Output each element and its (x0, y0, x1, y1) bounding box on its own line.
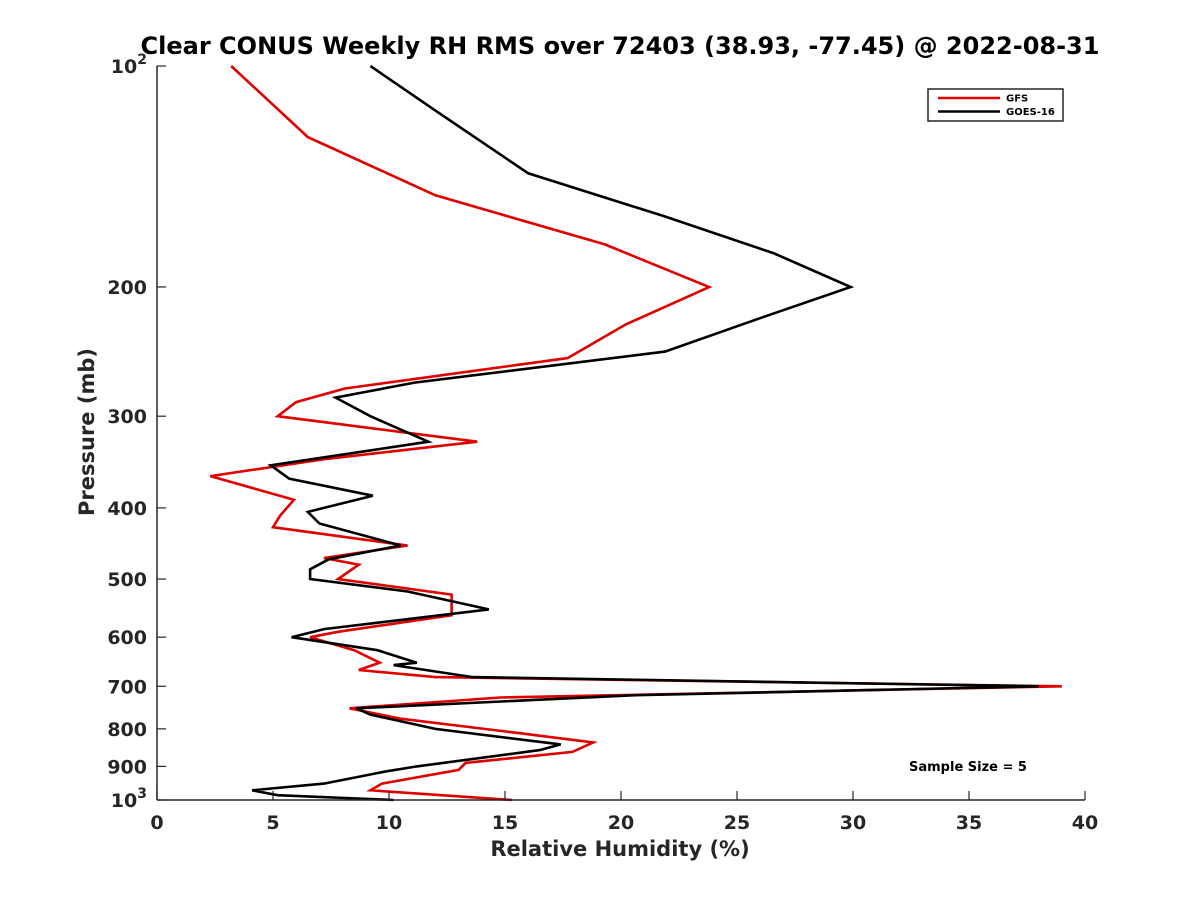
y-tick-label: 200 (107, 277, 147, 299)
series-line-gfs (210, 65, 1062, 802)
x-tick-label: 20 (608, 812, 634, 834)
x-tick-label: 0 (150, 812, 163, 834)
legend-label: GFS (1006, 94, 1028, 105)
y-tick-label: 900 (107, 756, 147, 778)
y-tick-label: 102 (111, 52, 147, 78)
x-axis-label: Relative Humidity (%) (490, 837, 749, 861)
chart-title: Clear CONUS Weekly RH RMS over 72403 (38… (141, 32, 1100, 60)
y-tick-label: 103 (111, 786, 147, 812)
series-line-goes-16 (251, 64, 1039, 802)
sample-size-annotation: Sample Size = 5 (909, 760, 1027, 775)
x-tick-label: 25 (724, 812, 750, 834)
x-tick-label: 5 (266, 812, 279, 834)
y-tick-label: 500 (107, 569, 147, 591)
y-tick-label: 300 (107, 406, 147, 428)
y-tick-label: 800 (107, 719, 147, 741)
x-tick-label: 15 (492, 812, 518, 834)
legend: GFS GOES-16 (927, 88, 1064, 122)
axes-layer: 0 5 10 15 20 25 30 35 40 102 200 300 400 500 600 700 800… (107, 52, 1098, 834)
y-tick-label: 400 (107, 498, 147, 520)
y-tick-label: 700 (107, 676, 147, 698)
legend-box (927, 88, 1064, 122)
legend-label: GOES-16 (1006, 107, 1055, 118)
y-tick-label: 600 (107, 627, 147, 649)
series-layer (210, 64, 1062, 802)
x-tick-label: 30 (840, 812, 866, 834)
x-tick-label: 10 (376, 812, 402, 834)
x-tick-label: 35 (956, 812, 982, 834)
x-tick-label: 40 (1072, 812, 1098, 834)
y-axis-label: Pressure (mb) (75, 348, 99, 516)
